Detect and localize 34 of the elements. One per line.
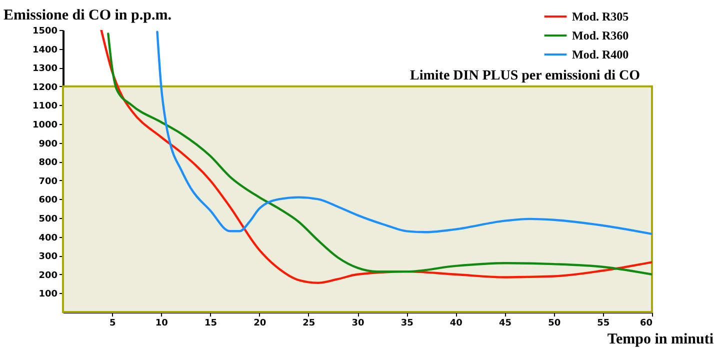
y-tick-label: 1500 (32, 26, 58, 36)
line-series (156, 30, 652, 236)
x-tick-label: 45 (498, 318, 512, 328)
x-tick-label: 50 (548, 318, 561, 328)
band-label: Limite DIN PLUS per emissioni di CO (410, 68, 640, 84)
x-tick-label: 60 (640, 318, 652, 328)
y-tick-label: 700 (38, 176, 58, 187)
legend-label: Mod. R360 (572, 28, 629, 42)
y-tick-label: 300 (38, 252, 58, 262)
x-axis-title: Tempo in minuti (607, 332, 714, 348)
x-tick-label: 15 (204, 318, 218, 328)
x-tick-label: 5 (109, 318, 116, 328)
y-axis-title: Emissione di CO in p.p.m. (4, 8, 172, 24)
y-tick-label: 800 (38, 158, 58, 168)
y-tick-label: 500 (38, 214, 58, 224)
y-tick-label: 200 (38, 270, 58, 281)
y-tick-label: 400 (38, 233, 58, 244)
x-tick-label: 10 (155, 318, 168, 328)
y-tick-label: 1000 (32, 120, 58, 130)
x-tick-label: 30 (352, 318, 364, 328)
legend-label: Mod. R400 (572, 48, 629, 62)
legend-label: Mod. R305 (572, 10, 629, 24)
x-tick-label: 25 (302, 318, 316, 328)
y-tick-label: 1300 (32, 64, 58, 74)
x-tick-label: 55 (597, 318, 610, 328)
x-tick-label: 20 (254, 318, 266, 328)
y-tick-label: 1100 (32, 102, 58, 112)
y-tick-label: 100 (38, 290, 58, 300)
y-tick-label: 1400 (32, 45, 58, 56)
y-tick-label: 1200 (32, 82, 58, 93)
x-tick-label: 35 (400, 318, 414, 328)
y-tick-label: 900 (38, 139, 58, 150)
y-tick-label: 600 (38, 196, 58, 206)
x-tick-label: 40 (450, 318, 462, 328)
